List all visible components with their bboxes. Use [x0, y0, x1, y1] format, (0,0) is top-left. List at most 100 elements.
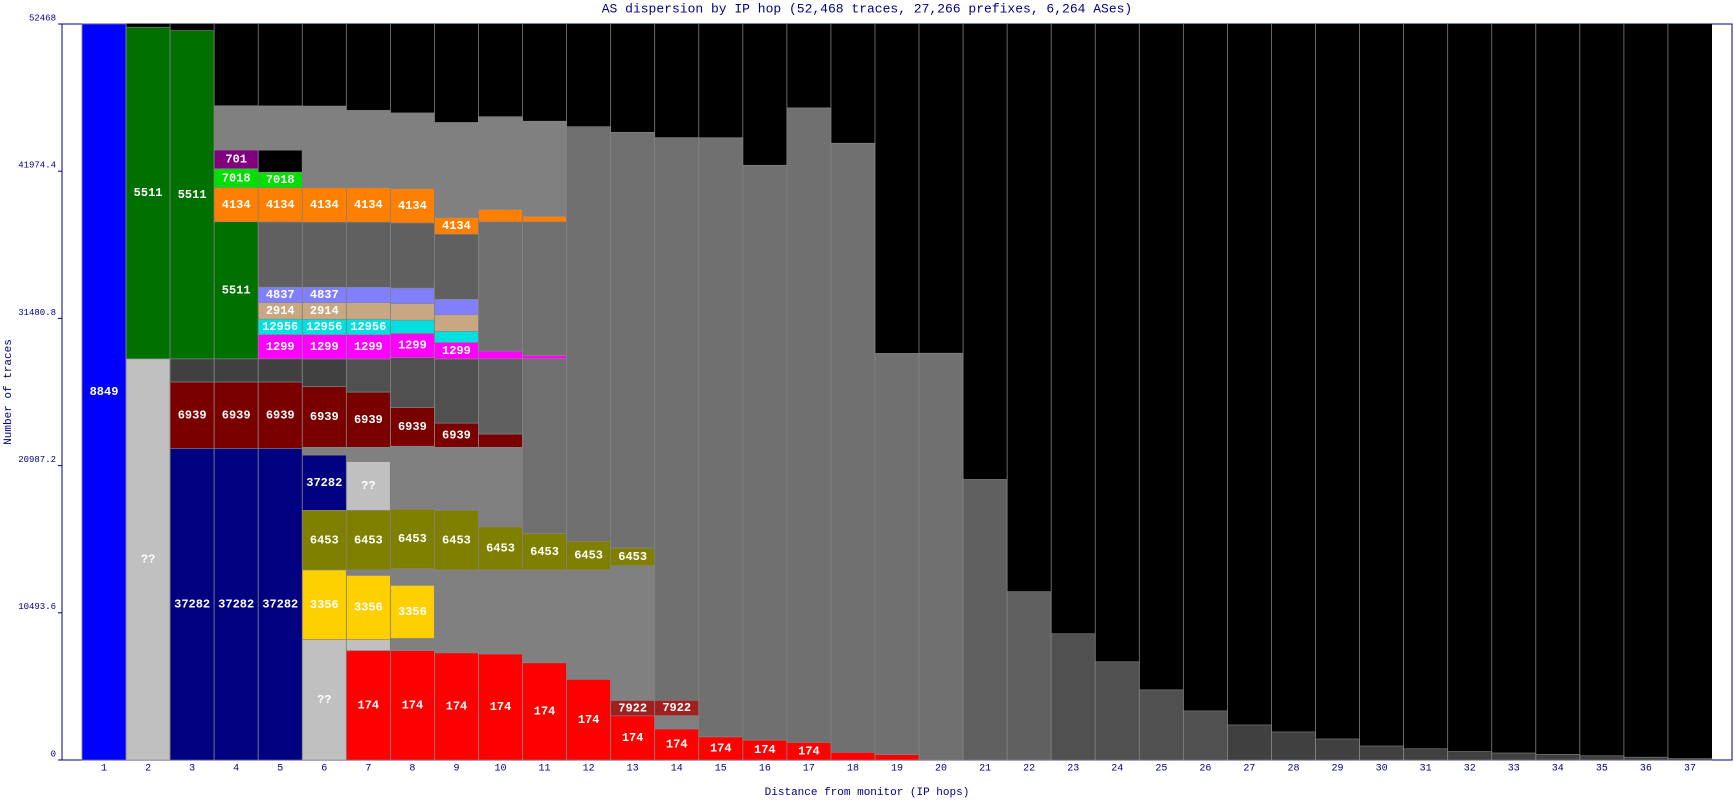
segment [390, 222, 435, 289]
x-tick-label: 31 [1420, 764, 1432, 775]
segment [434, 569, 479, 654]
segment-label: 6453 [530, 545, 559, 559]
x-tick-label: 25 [1155, 764, 1167, 775]
segment-label: 174 [490, 700, 512, 714]
segment [522, 662, 567, 761]
x-tick-label: 26 [1199, 764, 1211, 775]
x-tick-label: 30 [1376, 764, 1388, 775]
segment-label: 4134 [266, 198, 295, 212]
segment [434, 358, 479, 424]
y-tick-label: 52468 [29, 13, 56, 23]
y-tick-label: 20987.2 [18, 455, 56, 465]
x-tick-label: 18 [847, 764, 859, 775]
segment [478, 569, 523, 655]
segment [478, 116, 523, 210]
segment [213, 187, 259, 223]
y-axis-label: Number of traces [3, 339, 15, 445]
segment-label: 174 [754, 743, 776, 757]
x-tick-label: 4 [233, 764, 239, 775]
segment-label: 174 [622, 731, 644, 745]
segment [301, 358, 347, 387]
segment-label: 6939 [354, 413, 383, 427]
segment [390, 568, 435, 586]
x-tick-label: 21 [979, 764, 991, 775]
segment-label: 4134 [354, 198, 383, 212]
segment-label: 174 [446, 700, 468, 714]
segment [390, 357, 435, 408]
segment [1359, 745, 1404, 761]
segment-label: 6453 [486, 542, 515, 556]
segment [169, 358, 215, 383]
x-tick-label: 1 [101, 764, 107, 775]
segment [434, 447, 479, 511]
x-tick-label: 19 [891, 764, 903, 775]
x-tick-label: 15 [715, 764, 727, 775]
segment [874, 353, 920, 755]
segment-label: 174 [358, 698, 380, 712]
x-tick-label: 22 [1023, 764, 1035, 775]
segment [434, 422, 479, 448]
segment [1315, 738, 1360, 761]
segment [478, 653, 523, 761]
segment [566, 569, 611, 680]
segment-label: 6453 [442, 533, 471, 547]
segment-label: 174 [534, 705, 556, 719]
segment-label: 37282 [262, 597, 298, 611]
segment [346, 286, 391, 304]
segment [434, 233, 479, 300]
x-tick-label: 7 [365, 764, 371, 775]
segment-label: 4134 [442, 219, 471, 233]
segment [1006, 591, 1052, 761]
segment [125, 26, 171, 360]
x-axis-label: Distance from monitor (IP hops) [765, 787, 970, 799]
segment [522, 221, 567, 356]
segment-label: ?? [361, 479, 375, 493]
segment [257, 358, 303, 383]
segment-label: 4837 [266, 288, 295, 302]
segment-label: ?? [317, 693, 331, 707]
segment [478, 209, 523, 223]
x-tick-label: 6 [321, 764, 327, 775]
segment-label: 6453 [398, 532, 427, 546]
segment [1447, 751, 1493, 761]
x-tick-label: 13 [627, 764, 639, 775]
segment [169, 448, 215, 761]
segment-label: 1299 [310, 340, 339, 354]
segment-label: 6453 [354, 533, 383, 547]
segment-label: 12956 [350, 320, 386, 334]
segment [1183, 710, 1228, 761]
segment-label: 6453 [574, 549, 603, 563]
segment [698, 137, 744, 738]
x-tick-label: 28 [1287, 764, 1299, 775]
segment [1667, 758, 1713, 761]
segment-label: 12956 [306, 320, 342, 334]
segment [478, 433, 523, 448]
segment [786, 107, 832, 743]
segment [301, 105, 347, 189]
segment [346, 334, 391, 360]
segment [434, 331, 479, 343]
x-tick-label: 5 [277, 764, 283, 775]
chart-title: AS dispersion by IP hop (52,468 traces, … [602, 1, 1133, 16]
segment [478, 447, 523, 528]
segment-label: 5511 [222, 283, 251, 297]
segment-label: 2914 [310, 304, 339, 318]
x-tick-label: 24 [1111, 764, 1123, 775]
segment [390, 287, 435, 304]
segment-label: 174 [710, 742, 732, 756]
segment [1491, 752, 1537, 761]
segment [390, 112, 435, 189]
segment [962, 479, 1008, 761]
segment-label: 6939 [398, 420, 427, 434]
segment [301, 447, 347, 456]
segment [1094, 661, 1140, 761]
segment [346, 358, 391, 393]
x-tick-label: 33 [1508, 764, 1520, 775]
segment [434, 314, 479, 332]
x-tick-label: 29 [1332, 764, 1344, 775]
segment [434, 122, 479, 218]
segment [346, 575, 391, 640]
segment [257, 221, 303, 288]
